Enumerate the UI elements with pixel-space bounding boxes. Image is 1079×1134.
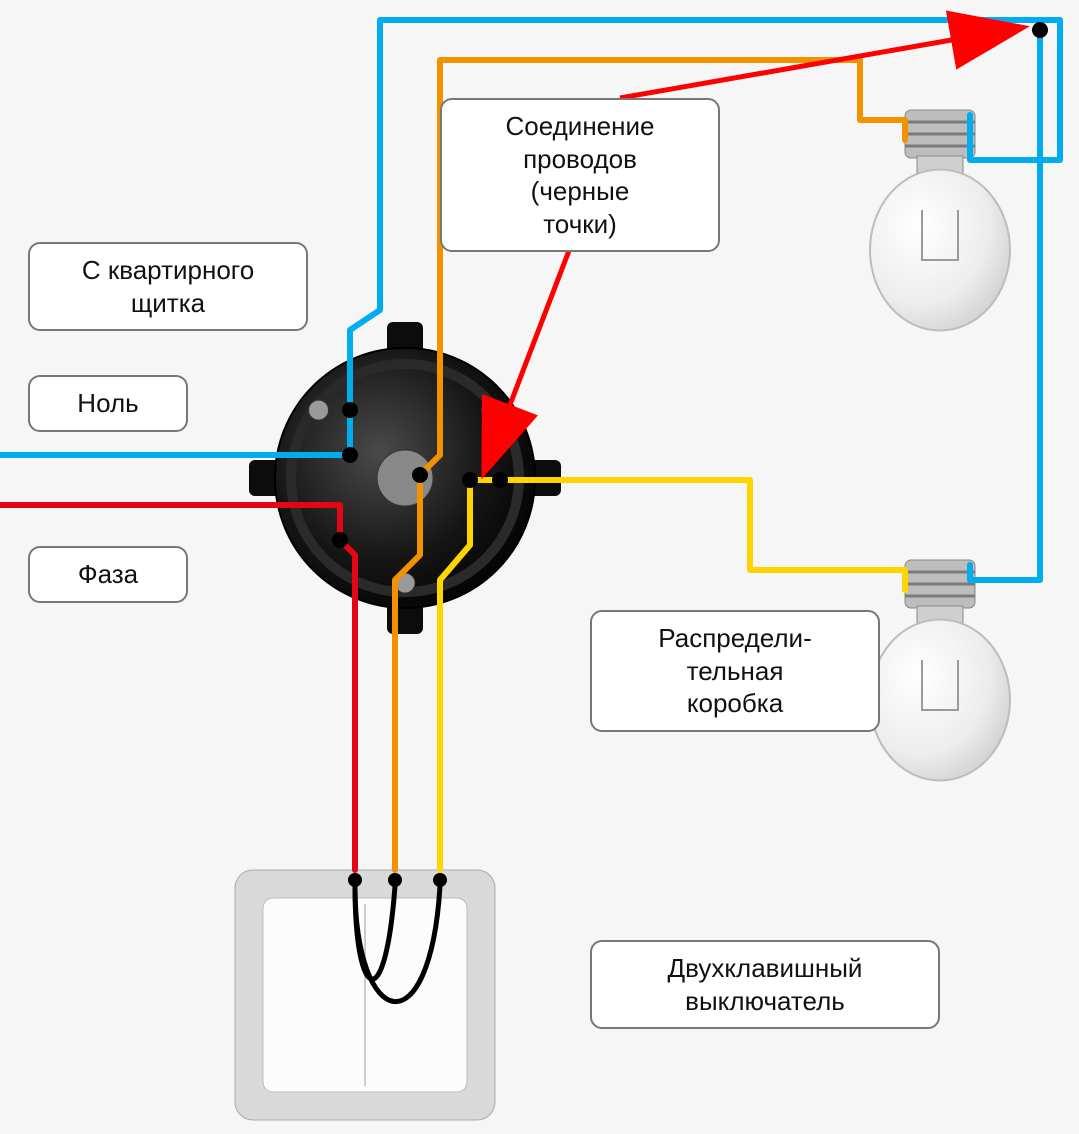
wiring-diagram: С квартирногощитка Ноль Фаза Соединениеп… (0, 0, 1079, 1134)
label-neutral: Ноль (28, 375, 188, 432)
label-from-panel: С квартирногощитка (28, 242, 308, 331)
label-junction-box: Распредели-тельнаякоробка (590, 610, 880, 732)
label-phase: Фаза (28, 546, 188, 603)
bulbs-group (870, 110, 1010, 781)
label-double-switch: Двухклавишныйвыключатель (590, 940, 940, 1029)
label-connections: Соединениепроводов(черныеточки) (440, 98, 720, 252)
double-switch-graphic (235, 870, 495, 1120)
